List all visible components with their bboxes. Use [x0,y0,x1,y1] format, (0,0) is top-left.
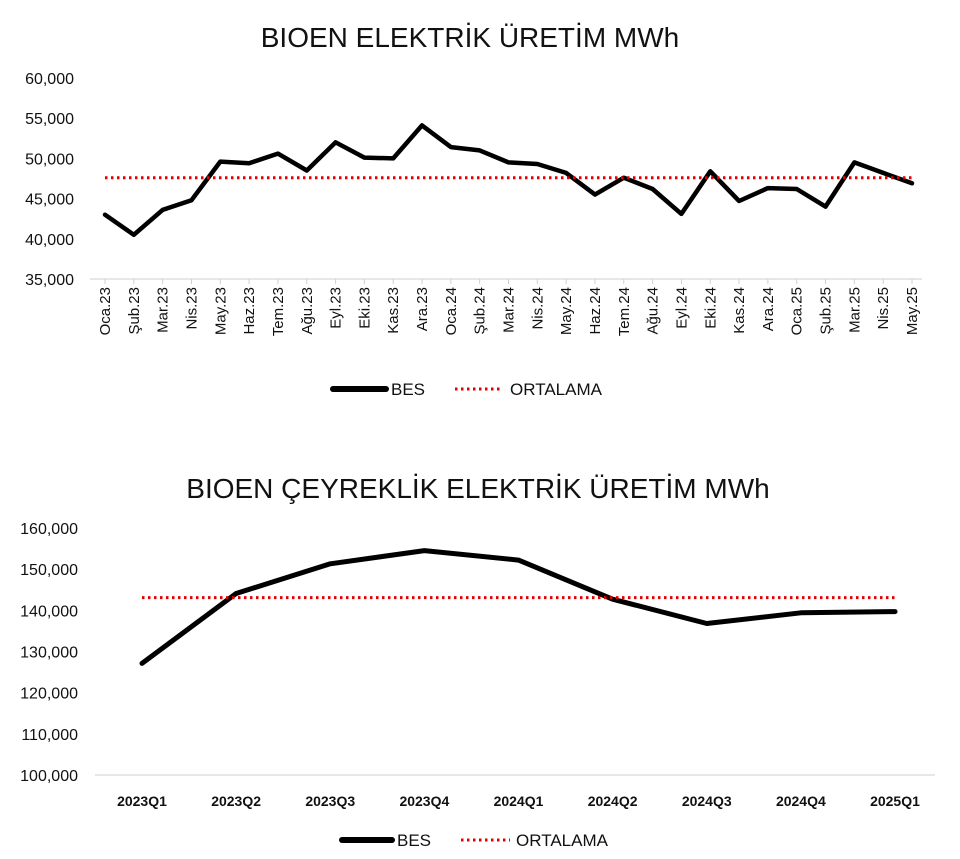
y-tick-label: 45,000 [25,192,74,209]
x-tick-label: Eki.23 [356,287,373,329]
x-tick-label: 2023Q4 [399,793,449,809]
chart-monthly-series [102,123,915,238]
x-tick-label: Haz.24 [587,287,604,335]
y-tick-label: 140,000 [20,603,78,620]
x-tick-label: Nis.24 [529,287,546,330]
chart-monthly-y-axis: 35,000 40,000 45,000 50,000 55,000 60,000 [25,71,74,289]
chart-monthly-x-axis: Oca.23 Şub.23 Mar.23 Nis.23 May.23 Haz.23 Tem.… [97,279,921,336]
series-line-bes [102,123,915,238]
x-tick-label: Haz.23 [241,287,258,335]
x-tick-label: Oca.24 [443,287,460,335]
x-tick-label: Kas.23 [385,287,402,334]
chart-quarterly-title: BIOEN ÇEYREKLİK ELEKTRİK ÜRETİM MWh [186,473,769,504]
x-tick-label: 2025Q1 [870,793,920,809]
x-tick-label: Ara.23 [414,287,431,331]
y-tick-label: 110,000 [21,727,78,744]
x-tick-label: Mar.23 [155,287,172,333]
x-tick-label: Kas.24 [731,287,748,334]
x-tick-label: Eyl.23 [328,287,345,329]
x-tick-label: Nis.25 [875,287,892,330]
y-tick-label: 130,000 [20,645,78,662]
x-tick-label: Şub.24 [472,287,489,335]
x-tick-label: 2023Q1 [117,793,167,809]
x-tick-label: Nis.23 [183,287,200,330]
x-tick-label: 2023Q2 [211,793,261,809]
x-tick-label: May.23 [212,287,229,335]
y-tick-label: 150,000 [20,562,78,579]
y-tick-label: 160,000 [20,521,78,538]
y-tick-label: 35,000 [25,272,74,289]
x-tick-label: Ağu.23 [299,287,316,335]
chart-monthly-title: BIOEN ELEKTRİK ÜRETİM MWh [261,22,680,53]
x-tick-label: Oca.25 [789,287,806,335]
x-tick-label: 2024Q1 [494,793,544,809]
chart-monthly-legend: BES ORTALAMA [330,380,603,399]
y-tick-label: 100,000 [20,768,78,785]
legend-label-bes: BES [391,380,425,399]
x-tick-label: Şub.23 [126,287,143,335]
x-tick-label: Mar.24 [501,287,518,333]
x-tick-label: May.24 [558,287,575,335]
y-tick-label: 60,000 [25,71,74,88]
x-tick-label: 2024Q4 [776,793,826,809]
chart-monthly: BIOEN ELEKTRİK ÜRETİM MWh 35,000 40,000 45… [25,22,922,399]
x-tick-label: Eyl.24 [673,287,690,329]
x-tick-label: Ağu.24 [645,287,662,335]
x-tick-label: Oca.23 [97,287,114,335]
chart-quarterly-y-axis: 100,000 110,000 120,000 130,000 140,000 150,0… [20,521,78,785]
x-tick-label: Tem.23 [270,287,287,336]
y-tick-label: 120,000 [20,686,78,703]
x-tick-label: Mar.25 [846,287,863,333]
x-tick-label: Ara.24 [760,287,777,331]
y-tick-label: 50,000 [25,151,74,168]
legend-label-ortalama: ORTALAMA [510,380,603,399]
chart-quarterly-legend: BES ORTALAMA [339,831,609,850]
x-tick-label: Eki.24 [702,287,719,329]
x-tick-label: 2023Q3 [305,793,355,809]
x-tick-label: 2024Q2 [588,793,638,809]
y-tick-label: 40,000 [25,232,74,249]
x-tick-label: Tem.24 [616,287,633,336]
legend-label-ortalama-quarterly: ORTALAMA [516,831,609,850]
series-line-bes [139,548,898,666]
y-tick-label: 55,000 [25,111,74,128]
legend-label-bes-quarterly: BES [397,831,431,850]
x-tick-label: 2024Q3 [682,793,732,809]
x-tick-label: May.25 [904,287,921,335]
chart-quarterly-x-axis: 2023Q1 2023Q2 2023Q3 2023Q4 2024Q1 2024Q2 2024… [117,793,920,809]
chart-quarterly-series [139,548,898,666]
x-tick-label: Şub.25 [818,287,835,335]
chart-quarterly: BIOEN ÇEYREKLİK ELEKTRİK ÜRETİM MWh 100,… [20,473,935,850]
